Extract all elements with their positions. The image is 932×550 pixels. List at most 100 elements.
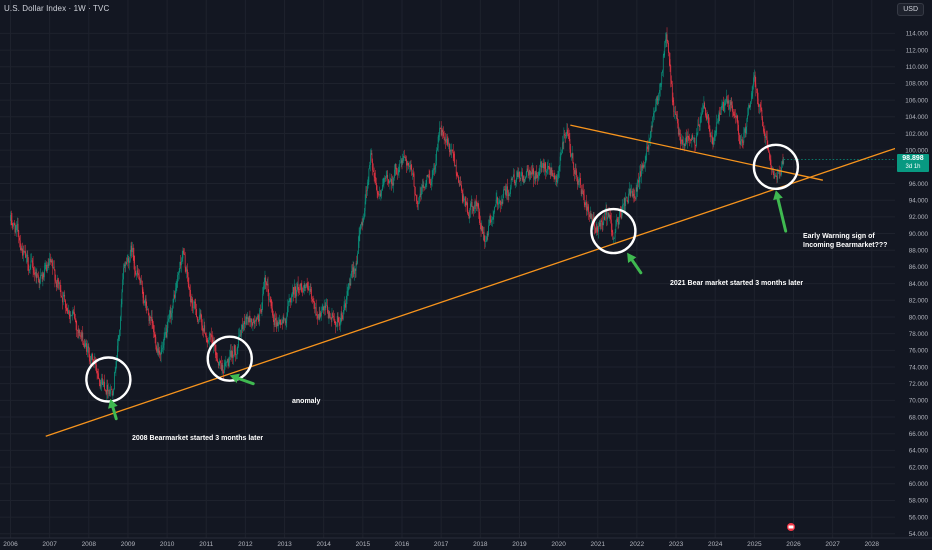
candle-body <box>394 169 395 178</box>
candle-body <box>674 111 676 115</box>
candle-body <box>520 172 522 179</box>
candle-body <box>424 185 426 188</box>
candle-body <box>371 153 373 162</box>
candle-body <box>143 297 145 304</box>
candle-body <box>581 190 583 195</box>
candle-body <box>527 168 529 172</box>
candle-body <box>560 153 562 157</box>
candle-body <box>759 104 760 107</box>
candle-body <box>363 217 364 222</box>
candle-body <box>218 361 220 366</box>
candle-body <box>716 122 718 130</box>
candle-body <box>41 274 43 279</box>
candle-body <box>272 315 274 320</box>
candle-body <box>721 103 723 108</box>
candle-body <box>472 206 474 208</box>
candle-body <box>211 334 212 338</box>
candle-body <box>544 163 546 169</box>
candle-body <box>24 251 26 253</box>
candle-body <box>354 268 356 271</box>
candle-body <box>31 260 32 262</box>
candle-body <box>232 351 233 358</box>
candle-body <box>10 215 12 221</box>
x-tick-label: 2014 <box>316 541 331 548</box>
candle-body <box>428 175 429 177</box>
candle-body <box>571 153 573 155</box>
candle-body <box>687 135 689 138</box>
candle-body <box>707 114 709 119</box>
candle-body <box>688 137 690 139</box>
candle-body <box>574 169 575 174</box>
candle-body <box>239 334 241 336</box>
arrow-shaft <box>236 376 255 386</box>
candle-body <box>339 322 340 326</box>
candle-body <box>202 330 204 332</box>
candle-body <box>305 286 306 289</box>
candle-body <box>375 177 376 184</box>
x-tick-label: 2023 <box>669 541 684 548</box>
time-axis[interactable]: 2006 2007 2008 2009 2010 2011 2012 2013 2014 2015… <box>0 537 932 548</box>
candle-body <box>418 202 419 205</box>
candle-body <box>43 273 44 278</box>
candle-body <box>541 165 543 168</box>
candle-body <box>36 274 38 279</box>
candle-body <box>32 263 34 270</box>
candle-body <box>74 318 76 321</box>
candle-body <box>571 154 572 157</box>
candle-body <box>225 362 227 364</box>
candle-body <box>513 174 515 182</box>
candle-body <box>244 321 245 325</box>
event-flag-icon[interactable] <box>787 523 795 531</box>
candle-body <box>309 289 310 291</box>
candle-body <box>634 195 635 198</box>
candle-body <box>388 179 389 184</box>
candle-body <box>616 218 618 222</box>
candle-body <box>251 318 252 323</box>
candle-body <box>197 319 199 320</box>
candle-body <box>475 201 477 207</box>
candle-body <box>120 316 121 330</box>
candle-body <box>702 110 703 114</box>
candle-body <box>479 211 480 224</box>
candle-body <box>86 343 87 352</box>
candle-body <box>400 162 401 164</box>
candle-body <box>779 173 781 175</box>
candle-body <box>483 231 485 241</box>
candle-body <box>147 309 148 311</box>
candle-body <box>95 364 97 370</box>
symbol-header[interactable]: U.S. Dollar Index · 1W · TVC <box>4 4 110 13</box>
candle-body <box>471 201 473 208</box>
y-tick-label: 86.000 <box>909 264 929 271</box>
candle-body <box>626 197 627 199</box>
candle-body <box>248 317 249 323</box>
currency-button[interactable]: USD <box>897 3 924 16</box>
candle-body <box>589 214 590 218</box>
price-axis[interactable]: 114.000 112.000 110.000 108.000 106.000 104.0… <box>895 0 932 550</box>
candle-body <box>217 359 218 362</box>
y-tick-label: 108.000 <box>905 81 928 88</box>
candle-body <box>148 313 150 321</box>
candle-body <box>15 229 17 233</box>
candle-body <box>742 142 744 143</box>
candle-body <box>669 59 671 66</box>
candle-body <box>661 72 663 84</box>
candle-body <box>181 258 183 261</box>
candle-body <box>383 178 385 185</box>
candle-body <box>54 269 56 281</box>
candle-body <box>666 34 668 41</box>
candle-body <box>62 297 63 303</box>
candle-body <box>123 267 124 280</box>
candle-body <box>109 393 111 395</box>
candle-body <box>364 210 365 218</box>
candle-body <box>528 171 529 176</box>
trendline-support <box>45 141 916 437</box>
candle-body <box>639 171 641 183</box>
x-tick-label: 2009 <box>121 541 136 548</box>
candle-body <box>568 136 570 140</box>
candle-body <box>307 285 309 288</box>
candle-body <box>455 164 457 174</box>
candle-body <box>162 345 164 348</box>
candle-body <box>713 140 715 145</box>
candle-body <box>685 136 687 143</box>
